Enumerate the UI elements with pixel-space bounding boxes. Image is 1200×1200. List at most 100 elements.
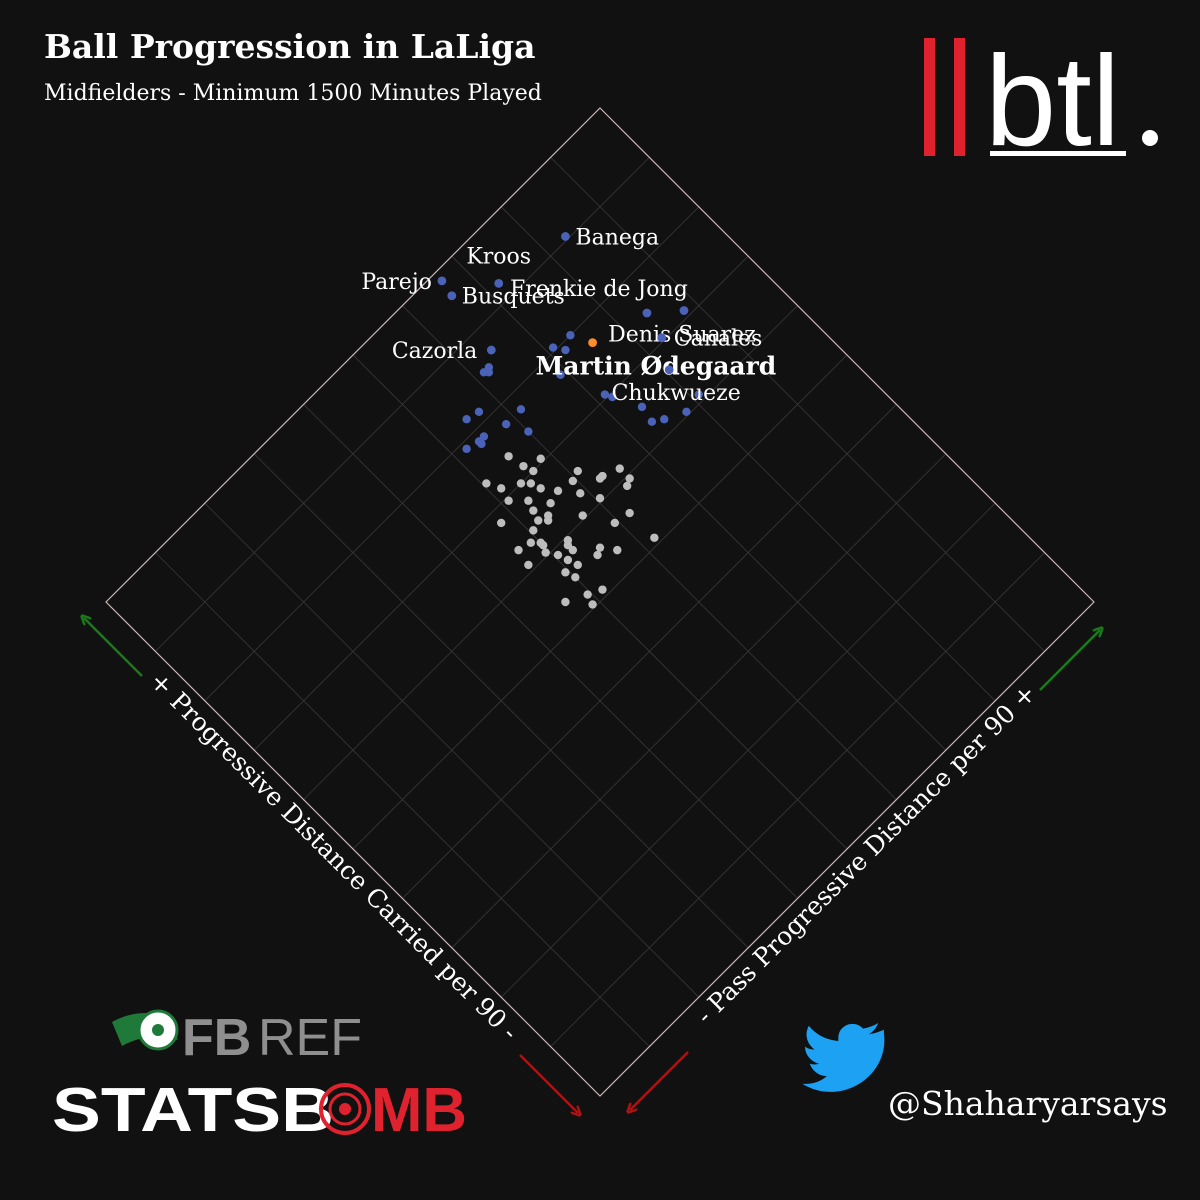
point-canales[interactable] xyxy=(657,333,667,343)
scatter-point[interactable] xyxy=(610,518,620,528)
scatter-point[interactable] xyxy=(608,392,617,402)
scatter-point[interactable] xyxy=(571,573,580,582)
point-label: Kroos xyxy=(466,244,531,269)
scatter-point[interactable] xyxy=(514,545,523,555)
scatter-point[interactable] xyxy=(526,479,536,488)
btl-logo: btl xyxy=(924,30,1158,173)
scatter-point[interactable] xyxy=(622,481,632,491)
scatter-point[interactable] xyxy=(516,405,526,414)
scatter-point[interactable] xyxy=(613,545,622,555)
scatter-point[interactable] xyxy=(660,415,669,424)
scatter-point[interactable] xyxy=(524,427,533,436)
scatter-point[interactable] xyxy=(588,600,597,609)
scatter-point[interactable] xyxy=(519,461,528,471)
btl-logo-bar-2 xyxy=(954,38,965,156)
scatter-point[interactable] xyxy=(543,511,553,520)
scatter-point[interactable] xyxy=(474,407,484,417)
scatter-point[interactable] xyxy=(573,466,582,476)
point-kroos[interactable] xyxy=(494,278,504,288)
grid-lines xyxy=(155,157,1045,1047)
grid-line xyxy=(550,157,1045,652)
scatter-point[interactable] xyxy=(595,543,605,552)
scatter-point[interactable] xyxy=(462,444,471,454)
scatter-point[interactable] xyxy=(561,345,570,355)
scatter-point[interactable] xyxy=(534,516,543,525)
grid-line xyxy=(352,354,848,850)
scatter-point[interactable] xyxy=(578,511,587,520)
scatter-point[interactable] xyxy=(548,343,558,352)
scatter-point[interactable] xyxy=(682,407,691,417)
twitter-bird-icon xyxy=(802,1022,885,1092)
grid-line xyxy=(550,552,1045,1047)
scatter-point[interactable] xyxy=(600,390,610,399)
scatter-point[interactable] xyxy=(479,368,489,377)
btl-logo-text: btl xyxy=(985,30,1120,173)
scatter-point[interactable] xyxy=(477,439,486,449)
scatter-point[interactable] xyxy=(497,518,506,528)
axis-left-label: + Progressive Distance Carried per 90 - xyxy=(144,666,524,1046)
grid-line xyxy=(451,255,947,751)
scatter-point[interactable] xyxy=(546,499,555,508)
other-points xyxy=(482,452,659,609)
point-frenkie-de-jong[interactable] xyxy=(642,308,652,318)
chart-subtitle: Midfielders - Minimum 1500 Minutes Playe… xyxy=(44,81,542,106)
scatter-point[interactable] xyxy=(529,466,538,476)
scatter-point[interactable] xyxy=(650,533,659,542)
grid-line xyxy=(500,206,996,702)
point-banega[interactable] xyxy=(561,232,570,241)
scatter-point[interactable] xyxy=(553,486,563,496)
point-chukwueze[interactable] xyxy=(664,365,674,375)
scatter-point[interactable] xyxy=(529,506,538,515)
scatter-point[interactable] xyxy=(536,454,545,463)
scatter-point[interactable] xyxy=(556,370,565,379)
scatter-point[interactable] xyxy=(625,474,634,483)
scatter-point[interactable] xyxy=(637,402,647,412)
scatter-point[interactable] xyxy=(526,538,536,547)
statsbomb-target-icon xyxy=(319,1083,371,1135)
grid-line xyxy=(451,453,947,949)
scatter-point[interactable] xyxy=(501,419,511,429)
scatter-point[interactable] xyxy=(538,540,548,550)
scatter-point[interactable] xyxy=(524,560,533,570)
scatter-point[interactable] xyxy=(576,489,585,498)
scatter-point[interactable] xyxy=(563,555,573,565)
scatter-point[interactable] xyxy=(625,508,634,518)
point-label: Parejo xyxy=(361,270,432,295)
scatter-point[interactable] xyxy=(647,417,657,426)
scatter-point[interactable] xyxy=(615,464,624,473)
scatter-point[interactable] xyxy=(529,526,538,535)
scatter-point[interactable] xyxy=(516,479,526,488)
scatter-point[interactable] xyxy=(553,550,563,560)
scatter-point[interactable] xyxy=(595,494,605,503)
scatter-point[interactable] xyxy=(524,496,533,505)
scatter-point[interactable] xyxy=(561,568,570,577)
point-busquets[interactable] xyxy=(447,291,457,301)
scatter-point[interactable] xyxy=(536,484,545,493)
point-label: Martin Ødegaard xyxy=(536,352,777,381)
scatter-point[interactable] xyxy=(598,585,607,594)
point-martin-degaard[interactable] xyxy=(588,338,597,348)
scatter-point[interactable] xyxy=(694,390,703,399)
scatter-point[interactable] xyxy=(568,545,578,555)
scatter-point[interactable] xyxy=(566,331,575,340)
scatter-point[interactable] xyxy=(583,590,592,599)
scatter-point[interactable] xyxy=(561,597,570,607)
arrow-right-down xyxy=(630,1051,689,1110)
scatter-point[interactable] xyxy=(462,415,471,424)
scatter-point[interactable] xyxy=(541,548,550,557)
scatter-point[interactable] xyxy=(504,496,513,505)
scatter-point[interactable] xyxy=(504,452,513,461)
scatter-point[interactable] xyxy=(573,560,582,570)
point-parejo[interactable] xyxy=(437,276,447,286)
scatter-point[interactable] xyxy=(482,479,491,488)
point-denis-suarez[interactable] xyxy=(679,306,689,315)
point-label: Chukwueze xyxy=(612,381,741,406)
scatter-point[interactable] xyxy=(598,471,607,481)
scatter-point[interactable] xyxy=(568,476,578,486)
scatter-point[interactable] xyxy=(497,484,506,493)
top-points xyxy=(462,331,703,454)
twitter-credit: @Shaharyarsays xyxy=(802,1022,1168,1123)
point-cazorla[interactable] xyxy=(486,345,496,355)
scatter-point[interactable] xyxy=(593,550,602,560)
